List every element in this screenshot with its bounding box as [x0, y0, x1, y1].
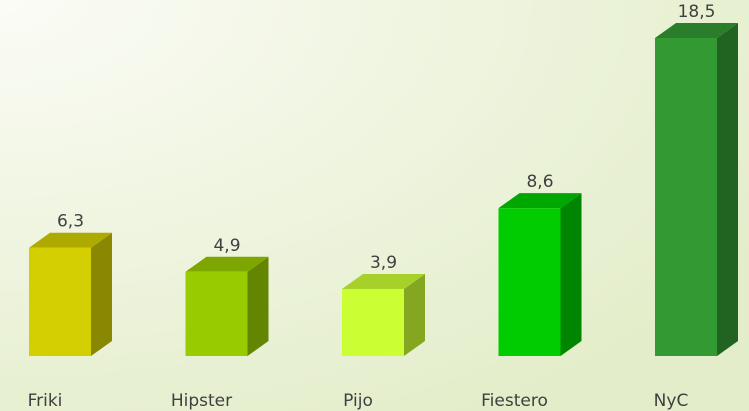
value-label: 8,6	[526, 172, 553, 192]
x-tick-label: Fiestero	[481, 391, 548, 411]
bar	[342, 273, 425, 356]
bar-top	[342, 273, 425, 289]
bar-top	[29, 232, 112, 248]
bar-side	[247, 256, 269, 356]
bar-front	[185, 271, 248, 356]
x-tick-label: NyC	[654, 391, 689, 411]
bar-front	[655, 38, 717, 356]
bar-side	[404, 273, 425, 356]
value-label: 3,9	[370, 253, 397, 273]
bar	[29, 232, 112, 356]
bar-side	[717, 23, 738, 356]
bar-front	[498, 208, 561, 356]
bar	[498, 193, 582, 356]
value-label: 6,3	[57, 212, 84, 232]
bar-front	[342, 288, 404, 356]
bar-top	[185, 256, 269, 272]
value-label: 18,5	[678, 2, 716, 22]
bar	[655, 23, 738, 356]
bar-side	[560, 193, 582, 356]
bar-side	[91, 232, 112, 356]
bar-top	[498, 193, 582, 209]
bar-top	[655, 23, 738, 38]
x-tick-label: Pijo	[343, 391, 373, 411]
value-label: 4,9	[213, 236, 240, 256]
x-tick-label: Hipster	[171, 391, 232, 411]
x-tick-label: Friki	[28, 391, 63, 411]
bar-front	[29, 247, 91, 356]
bar	[185, 256, 269, 356]
